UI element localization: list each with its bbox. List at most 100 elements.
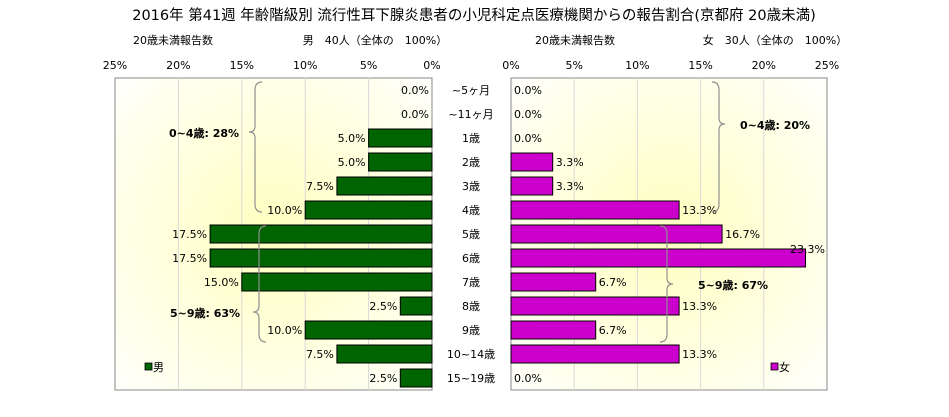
male-value-label: 5.0% — [338, 132, 366, 145]
male-bar — [336, 176, 433, 196]
female-header-total: 女 30人（全体の 100%） — [703, 33, 847, 47]
male-bar — [399, 368, 433, 388]
male-bar — [304, 320, 433, 340]
legend-female-swatch — [770, 362, 779, 371]
male-annotation-0-4: 0~4歳: 28% — [169, 126, 239, 140]
female-brace-5-9 — [659, 225, 674, 343]
male-value-label: 10.0% — [267, 324, 302, 337]
female-annotation-0-4: 0~4歳: 20% — [740, 118, 810, 132]
male-x-tick-label: 20% — [166, 59, 190, 72]
male-value-label: 17.5% — [172, 228, 207, 241]
category-label: 2歳 — [462, 156, 480, 169]
female-bars — [510, 152, 807, 364]
male-bar — [209, 224, 433, 244]
male-panel: 25% 20% 15% 10% 5% 0% 0.0% 0.0% 5.0% 5.0% 7.5% 10.… — [103, 59, 441, 391]
male-brace-0-4 — [248, 81, 263, 213]
female-bar — [510, 272, 597, 292]
female-value-labels: 0.0% 0.0% 0.0% 3.3% 3.3% 13.3% 16.7% 23.3% 6.7% 1… — [514, 84, 825, 385]
category-label: ~11ヶ月 — [448, 108, 493, 121]
male-value-label: 7.5% — [306, 348, 334, 361]
category-label: 15~19歳 — [447, 372, 495, 385]
female-value-label: 16.7% — [725, 228, 760, 241]
category-label: 6歳 — [462, 252, 480, 265]
female-bar — [510, 320, 597, 340]
female-value-label: 13.3% — [682, 348, 717, 361]
female-bar — [510, 344, 680, 364]
female-x-tick-label: 10% — [625, 59, 649, 72]
female-annotation-5-9: 5~9歳: 67% — [698, 278, 768, 292]
legend-female-label: 女 — [779, 360, 790, 374]
male-value-label: 0.0% — [401, 108, 429, 121]
legend-female: 女 — [770, 360, 790, 374]
male-header-total: 男 40人（全体の 100%） — [303, 33, 447, 47]
female-value-label: 0.0% — [514, 84, 542, 97]
female-bar — [510, 248, 807, 268]
male-bar — [241, 272, 433, 292]
male-bar — [399, 296, 433, 316]
male-x-ticks: 25% 20% 15% 10% 5% 0% — [103, 59, 441, 72]
male-value-label: 15.0% — [204, 276, 239, 289]
male-value-label: 17.5% — [172, 252, 207, 265]
male-x-tick-label: 5% — [360, 59, 377, 72]
female-x-tick-label: 5% — [565, 59, 582, 72]
category-labels: ~5ヶ月 ~11ヶ月 1歳 2歳 3歳 4歳 5歳 6歳 7歳 8歳 9歳 10~14歳 15~19歳 — [447, 84, 495, 385]
category-label: 9歳 — [462, 324, 480, 337]
female-value-label: 3.3% — [556, 156, 584, 169]
male-bar — [368, 128, 433, 148]
female-value-label: 23.3% — [790, 243, 825, 256]
female-value-label: 13.3% — [682, 300, 717, 313]
female-panel: 0% 5% 10% 15% 20% 25% 0.0% 0.0% 0.0% 3.3% 3.3% 13.… — [502, 59, 839, 391]
male-x-tick-label: 15% — [230, 59, 254, 72]
male-x-tick-label: 0% — [423, 59, 440, 72]
female-bar — [510, 224, 723, 244]
male-bar — [304, 200, 433, 220]
male-value-labels: 0.0% 0.0% 5.0% 5.0% 7.5% 10.0% 17.5% 17.5% 15.0%… — [172, 84, 429, 385]
female-x-tick-label: 25% — [815, 59, 839, 72]
female-bar — [510, 152, 554, 172]
female-x-tick-label: 20% — [752, 59, 776, 72]
male-bar — [336, 344, 433, 364]
category-label: 7歳 — [462, 276, 480, 289]
male-bars — [209, 128, 433, 388]
female-value-label: 0.0% — [514, 108, 542, 121]
male-bar — [209, 248, 433, 268]
category-label: 5歳 — [462, 228, 480, 241]
female-value-label: 3.3% — [556, 180, 584, 193]
category-label: 8歳 — [462, 300, 480, 313]
male-value-label: 0.0% — [401, 84, 429, 97]
female-value-label: 0.0% — [514, 372, 542, 385]
legend-male-swatch — [144, 362, 153, 371]
category-label: 3歳 — [462, 180, 480, 193]
chart-title: 2016年 第41週 年齢階級別 流行性耳下腺炎患者の小児科定点医療機関からの報… — [132, 6, 816, 24]
male-value-label: 2.5% — [369, 372, 397, 385]
male-header-caption: 20歳未満報告数 — [133, 34, 213, 47]
female-brace-0-4 — [711, 81, 726, 213]
female-value-label: 6.7% — [599, 324, 627, 337]
male-x-tick-label: 10% — [293, 59, 317, 72]
female-header-caption: 20歳未満報告数 — [535, 34, 615, 47]
legend-male: 男 — [144, 361, 164, 374]
male-brace-5-9 — [252, 225, 267, 343]
category-label: ~5ヶ月 — [452, 84, 490, 97]
female-value-label: 6.7% — [599, 276, 627, 289]
male-value-label: 2.5% — [369, 300, 397, 313]
category-label: 1歳 — [462, 132, 480, 145]
female-x-ticks: 0% 5% 10% 15% 20% 25% — [502, 59, 839, 72]
female-bar — [510, 200, 680, 220]
female-bar — [510, 176, 554, 196]
category-label: 10~14歳 — [447, 348, 495, 361]
female-x-tick-label: 0% — [502, 59, 519, 72]
male-value-label: 10.0% — [267, 204, 302, 217]
female-value-label: 0.0% — [514, 132, 542, 145]
female-x-tick-label: 15% — [688, 59, 712, 72]
male-value-label: 7.5% — [306, 180, 334, 193]
female-bar — [510, 296, 680, 316]
female-value-label: 13.3% — [682, 204, 717, 217]
category-label: 4歳 — [462, 204, 480, 217]
male-value-label: 5.0% — [338, 156, 366, 169]
male-x-tick-label: 25% — [103, 59, 127, 72]
male-annotation-5-9: 5~9歳: 63% — [170, 306, 240, 320]
male-bar — [368, 152, 433, 172]
legend-male-label: 男 — [153, 361, 164, 374]
